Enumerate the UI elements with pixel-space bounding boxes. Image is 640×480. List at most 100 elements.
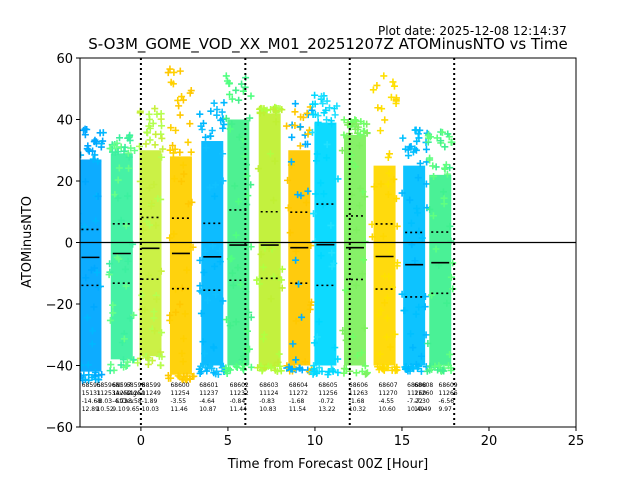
stat-annotation-9-line-3: 10.83 bbox=[259, 406, 276, 413]
series-0-point bbox=[81, 223, 89, 231]
series-2-point bbox=[157, 267, 165, 275]
series-6-point bbox=[259, 335, 267, 343]
stat-annotation-9-line-0: 68603 bbox=[259, 382, 278, 389]
stat-annotation-14-line-3: 10.49 bbox=[407, 406, 424, 413]
stat-annotation-2-line-0: 68597 bbox=[112, 382, 131, 389]
y-axis-label: ATOMinusNTO bbox=[20, 196, 35, 288]
series-9-point bbox=[342, 286, 350, 294]
stat-annotation-2-line-1: 11252 bbox=[112, 390, 131, 397]
series-7-point bbox=[301, 358, 309, 366]
series-10-point bbox=[377, 306, 385, 314]
x-tick-label-0: 0 bbox=[137, 434, 145, 449]
series-6-point bbox=[272, 107, 280, 115]
series-10-point bbox=[374, 254, 382, 262]
series-9 bbox=[338, 116, 371, 378]
stat-annotation-14-line-2: -7.22 bbox=[407, 398, 423, 405]
series-6-point bbox=[275, 350, 283, 358]
series-4 bbox=[195, 99, 228, 378]
series-8-point bbox=[331, 344, 339, 352]
series-10-point bbox=[381, 299, 389, 307]
series-5-point bbox=[226, 322, 234, 330]
series-10-point bbox=[389, 78, 397, 86]
series-3-point bbox=[169, 141, 177, 149]
series-6-point bbox=[276, 362, 284, 370]
series-9-point bbox=[352, 120, 360, 128]
stat-annotation-11-line-3: 13.22 bbox=[318, 406, 335, 413]
series-6-point bbox=[257, 362, 265, 370]
series-5-point bbox=[235, 198, 243, 206]
series-3-point bbox=[182, 375, 190, 383]
series-7-point bbox=[291, 100, 299, 108]
series-5 bbox=[222, 72, 255, 377]
series-3 bbox=[164, 65, 198, 384]
series-6-point bbox=[259, 263, 267, 271]
series-1-point bbox=[121, 265, 129, 273]
series-8-point bbox=[311, 237, 319, 245]
series-5-point bbox=[238, 80, 246, 88]
series-4-point bbox=[196, 256, 204, 264]
series-9-point bbox=[356, 131, 364, 139]
series-10-point bbox=[379, 232, 387, 240]
series-10-point bbox=[368, 220, 376, 228]
series-11-point bbox=[410, 365, 418, 373]
series-2-point bbox=[136, 142, 144, 150]
stat-annotation-14-line-0: 68608 bbox=[407, 382, 426, 389]
series-12-point bbox=[429, 212, 437, 220]
series-1-point bbox=[122, 222, 130, 230]
series-0-point bbox=[88, 373, 96, 381]
series-7-point bbox=[294, 191, 302, 199]
series-0-point bbox=[92, 371, 100, 379]
series-11-point bbox=[415, 227, 423, 235]
stat-annotation-13-line-0: 68607 bbox=[378, 382, 397, 389]
series-9-point bbox=[352, 281, 360, 289]
series-2-point bbox=[151, 141, 159, 149]
series-11-point bbox=[414, 209, 422, 217]
series-9-point bbox=[338, 147, 346, 155]
stat-annotation-7-line-3: 10.87 bbox=[199, 406, 216, 413]
series-1-point bbox=[120, 335, 128, 343]
series-7-point bbox=[284, 176, 292, 184]
series-10-point bbox=[377, 180, 385, 188]
series-4-point bbox=[197, 309, 205, 317]
series-5-point bbox=[222, 114, 230, 122]
series-5-point bbox=[237, 281, 245, 289]
series-0-point bbox=[81, 376, 89, 384]
series-11-point bbox=[413, 204, 421, 212]
series-12-point bbox=[447, 273, 455, 281]
series-1-point bbox=[125, 153, 133, 161]
series-6-point bbox=[264, 362, 272, 370]
series-10-point bbox=[385, 272, 393, 280]
series-8-point bbox=[310, 365, 318, 373]
series-7-point bbox=[307, 242, 315, 250]
series-12-point bbox=[432, 245, 440, 253]
series-2-point bbox=[158, 122, 166, 130]
stat-annotation-1-line-3: 10.52 bbox=[97, 406, 114, 413]
stat-annotation-6-line-2: -3.55 bbox=[170, 398, 186, 405]
series-11-band bbox=[403, 165, 426, 366]
series-11-point bbox=[400, 307, 408, 315]
stat-annotation-4-line-1: 11250 bbox=[126, 390, 145, 397]
series-4-point bbox=[219, 177, 227, 185]
series-8-point bbox=[331, 111, 339, 119]
series-3-point bbox=[167, 124, 175, 132]
series-10-point bbox=[393, 222, 401, 230]
series-12-point bbox=[437, 137, 445, 145]
series-7-point bbox=[292, 247, 300, 255]
stat-annotation-8-line-1: 11232 bbox=[230, 390, 249, 397]
series-12-point bbox=[429, 162, 437, 170]
series-11-point bbox=[406, 196, 414, 204]
x-axis: 0 5 10 15 20 25 bbox=[137, 427, 584, 449]
series-9-point bbox=[349, 333, 357, 341]
series-12-point bbox=[432, 163, 440, 171]
series-5-point bbox=[243, 172, 251, 180]
series-0-point bbox=[98, 371, 106, 379]
series-3-point bbox=[184, 200, 192, 208]
series-11-point bbox=[399, 134, 407, 142]
series-8-point bbox=[308, 128, 316, 136]
series-0-point bbox=[81, 178, 89, 186]
series-3-point bbox=[188, 372, 196, 380]
series-10-point bbox=[384, 190, 392, 198]
series-7-point bbox=[288, 133, 296, 141]
